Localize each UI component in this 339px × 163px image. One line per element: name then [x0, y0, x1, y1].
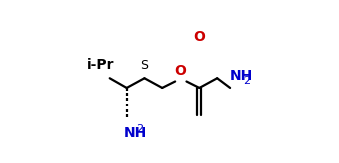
Text: NH: NH	[230, 69, 253, 83]
Text: i-Pr: i-Pr	[87, 58, 115, 72]
Text: O: O	[175, 64, 186, 78]
Text: O: O	[194, 30, 205, 44]
Text: 2: 2	[136, 124, 143, 134]
Text: NH: NH	[123, 126, 147, 140]
Text: S: S	[140, 59, 148, 72]
Text: 2: 2	[243, 76, 250, 86]
